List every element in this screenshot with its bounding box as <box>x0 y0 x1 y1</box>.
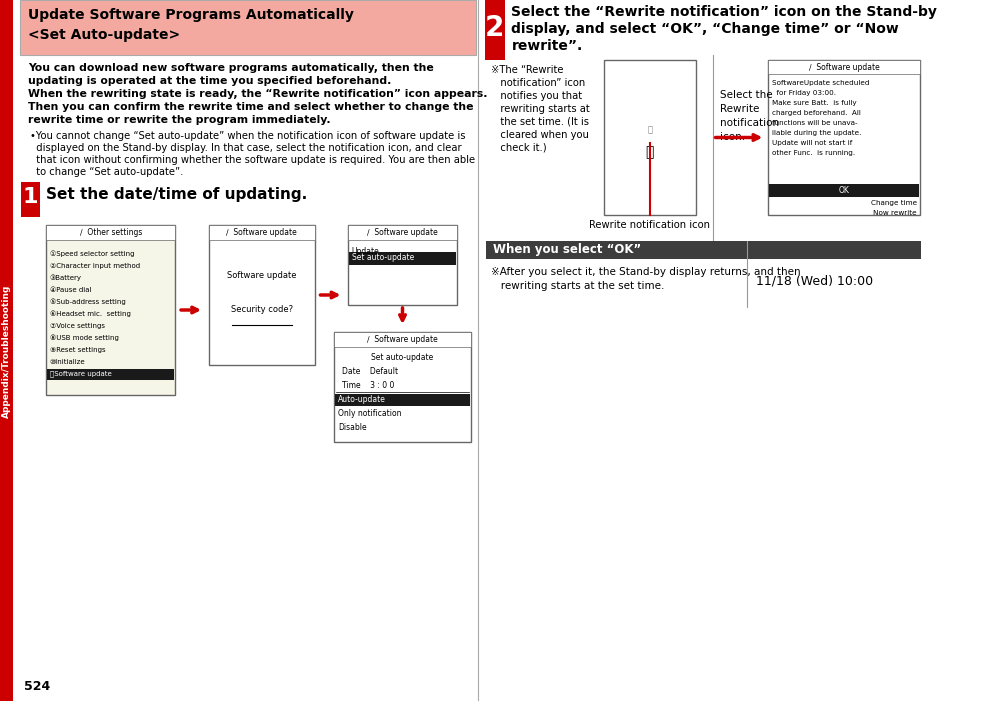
Text: Security code?: Security code? <box>231 306 293 315</box>
Text: other Func.  is running.: other Func. is running. <box>771 150 854 156</box>
Text: 2: 2 <box>484 14 505 42</box>
Bar <box>485 241 921 259</box>
Text: rewriting starts at the set time.: rewriting starts at the set time. <box>490 281 664 291</box>
Bar <box>46 225 176 395</box>
Text: rewrite”.: rewrite”. <box>511 39 582 53</box>
Text: <Set Auto-update>: <Set Auto-update> <box>28 28 180 42</box>
Text: the set time. (It is: the set time. (It is <box>490 117 589 127</box>
Text: ilable during the update.: ilable during the update. <box>771 130 861 136</box>
Text: ⑤Sub-address setting: ⑤Sub-address setting <box>50 299 125 305</box>
Text: Select the: Select the <box>719 90 772 100</box>
Text: 11/18 (Wed) 10:00: 11/18 (Wed) 10:00 <box>755 275 873 288</box>
Text: When you select “OK”: When you select “OK” <box>492 243 641 257</box>
Text: display, and select “OK”, “Change time” or “Now: display, and select “OK”, “Change time” … <box>511 22 899 36</box>
Text: Auto-update: Auto-update <box>338 395 385 404</box>
Bar <box>603 60 695 215</box>
Bar <box>767 60 920 215</box>
Text: Change time: Change time <box>870 200 916 206</box>
Text: ①Speed selector setting: ①Speed selector setting <box>50 251 134 257</box>
Text: ④Pause dial: ④Pause dial <box>50 287 91 293</box>
Bar <box>21 182 40 217</box>
Text: cleared when you: cleared when you <box>490 130 589 140</box>
Text: ③Battery: ③Battery <box>50 275 82 281</box>
Text: Update: Update <box>351 247 379 255</box>
Bar <box>334 332 470 347</box>
Text: OK: OK <box>838 186 849 195</box>
Bar <box>335 394 469 406</box>
Text: ∕  Other settings: ∕ Other settings <box>79 228 141 237</box>
Text: Disable: Disable <box>338 423 366 432</box>
Text: ∕  Software update: ∕ Software update <box>226 228 297 237</box>
Text: ⑧USB mode setting: ⑧USB mode setting <box>50 334 118 341</box>
Text: 🔔: 🔔 <box>645 146 654 160</box>
Text: Update will not start if: Update will not start if <box>771 140 852 146</box>
Bar <box>47 369 175 380</box>
Text: ∕  Software update: ∕ Software update <box>367 335 437 344</box>
Text: ②Character input method: ②Character input method <box>50 263 139 269</box>
Text: notifies you that: notifies you that <box>490 91 582 101</box>
Text: for Friday 03:00.: for Friday 03:00. <box>771 90 834 96</box>
Text: icon.: icon. <box>719 132 744 142</box>
Text: notification: notification <box>719 118 778 128</box>
Text: ⑩Initialize: ⑩Initialize <box>50 359 85 365</box>
Text: ∕  Software update: ∕ Software update <box>808 62 879 72</box>
Text: Only notification: Only notification <box>338 409 401 418</box>
Text: SoftwareUpdate scheduled: SoftwareUpdate scheduled <box>771 80 869 86</box>
Text: Make sure Batt.  is fully: Make sure Batt. is fully <box>771 100 856 106</box>
Text: functions will be unava-: functions will be unava- <box>771 120 857 126</box>
Text: Time    3 : 0 0: Time 3 : 0 0 <box>341 381 393 390</box>
Bar <box>768 184 919 197</box>
Text: •You cannot change “Set auto-update” when the notification icon of software upda: •You cannot change “Set auto-update” whe… <box>29 131 464 141</box>
Text: Rewrite notification icon: Rewrite notification icon <box>589 220 710 230</box>
Text: rewrite time or rewrite the program immediately.: rewrite time or rewrite the program imme… <box>28 115 330 125</box>
Text: notification” icon: notification” icon <box>490 78 585 88</box>
Text: Update Software Programs Automatically: Update Software Programs Automatically <box>28 8 353 22</box>
Text: Date    Default: Date Default <box>341 367 397 376</box>
Text: Appendix/Troubleshooting: Appendix/Troubleshooting <box>2 285 11 418</box>
Text: Software update: Software update <box>227 271 296 280</box>
Text: displayed on the Stand-by display. In that case, select the notification icon, a: displayed on the Stand-by display. In th… <box>29 143 460 153</box>
Bar <box>349 252 455 265</box>
Bar <box>334 332 470 442</box>
Text: ※After you select it, the Stand-by display returns, and then: ※After you select it, the Stand-by displ… <box>490 267 800 277</box>
Text: ⑦Voice settings: ⑦Voice settings <box>50 323 104 329</box>
Text: Set the date/time of updating.: Set the date/time of updating. <box>46 187 307 203</box>
Text: You can download new software programs automatically, then the: You can download new software programs a… <box>28 63 433 73</box>
Text: 1: 1 <box>23 187 38 207</box>
Text: When the rewriting state is ready, the “Rewrite notification” icon appears.: When the rewriting state is ready, the “… <box>28 89 486 99</box>
Bar <box>348 225 456 240</box>
Bar <box>20 0 475 55</box>
Text: Rewrite: Rewrite <box>719 104 758 114</box>
Bar <box>767 60 920 74</box>
Text: Select the “Rewrite notification” icon on the Stand-by: Select the “Rewrite notification” icon o… <box>511 5 937 19</box>
Bar <box>209 225 315 365</box>
Bar <box>209 225 315 240</box>
Bar <box>0 0 13 701</box>
Text: ∕  Software update: ∕ Software update <box>367 228 437 237</box>
Text: 🔔: 🔔 <box>647 125 652 134</box>
Text: ⑥Headset mic.  setting: ⑥Headset mic. setting <box>50 311 130 318</box>
Text: that icon without confirming whether the software update is required. You are th: that icon without confirming whether the… <box>29 155 474 165</box>
Text: check it.): check it.) <box>490 143 547 153</box>
Text: updating is operated at the time you specified beforehand.: updating is operated at the time you spe… <box>28 76 391 86</box>
Text: Set auto-update: Set auto-update <box>351 254 413 262</box>
Text: charged beforehand.  All: charged beforehand. All <box>771 110 860 116</box>
Bar <box>348 225 456 305</box>
Text: Then you can confirm the rewrite time and select whether to change the: Then you can confirm the rewrite time an… <box>28 102 472 112</box>
Text: ※The “Rewrite: ※The “Rewrite <box>490 65 563 75</box>
Bar <box>46 225 176 240</box>
Text: ⑨Reset settings: ⑨Reset settings <box>50 347 105 353</box>
Text: Now rewrite: Now rewrite <box>873 210 916 216</box>
Text: rewriting starts at: rewriting starts at <box>490 104 590 114</box>
Text: to change “Set auto-update”.: to change “Set auto-update”. <box>29 167 183 177</box>
Text: 524: 524 <box>24 680 50 693</box>
Text: ⑪Software update: ⑪Software update <box>50 371 111 377</box>
Text: Set auto-update: Set auto-update <box>371 353 433 362</box>
Bar <box>484 0 505 60</box>
